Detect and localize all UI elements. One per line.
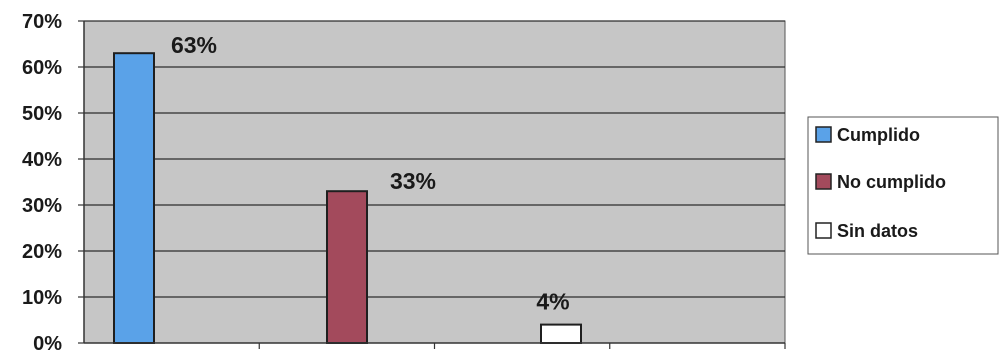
y-tick-label: 50% (22, 103, 62, 125)
legend-swatch-cumplido (815, 126, 832, 143)
y-tick-label: 40% (22, 149, 62, 171)
legend-label-no-cumplido: No cumplido (837, 172, 946, 192)
plot-area (83, 20, 786, 344)
y-tick-label: 30% (22, 195, 62, 217)
legend: Cumplido No cumplido Sin datos (807, 116, 999, 255)
legend-swatch-no-cumplido (815, 173, 832, 190)
x-axis-ticks (258, 343, 786, 349)
data-label-sin-datos: 4% (536, 289, 569, 315)
gridlines (84, 20, 785, 298)
y-tick-label: 0% (33, 333, 62, 350)
y-tick-label: 20% (22, 241, 62, 263)
legend-label-cumplido: Cumplido (837, 125, 920, 145)
legend-box (807, 116, 999, 255)
y-tick-label: 60% (22, 57, 62, 79)
data-labels: 63% 33% 4% (171, 32, 570, 314)
y-axis-tick-labels: 0% 10% 20% 30% 40% 50% 60% 70% (22, 11, 84, 350)
legend-swatch-sin-datos (815, 222, 832, 239)
y-tick-label: 70% (22, 11, 62, 33)
bar-cumplido (113, 52, 155, 344)
data-label-cumplido: 63% (171, 32, 217, 58)
bar-no-cumplido (326, 190, 368, 344)
y-tick-label: 10% (22, 287, 62, 309)
legend-label-sin-datos: Sin datos (837, 221, 918, 241)
bars (113, 52, 582, 345)
data-label-no-cumplido: 33% (390, 168, 436, 194)
bar-sin-datos (540, 323, 582, 345)
